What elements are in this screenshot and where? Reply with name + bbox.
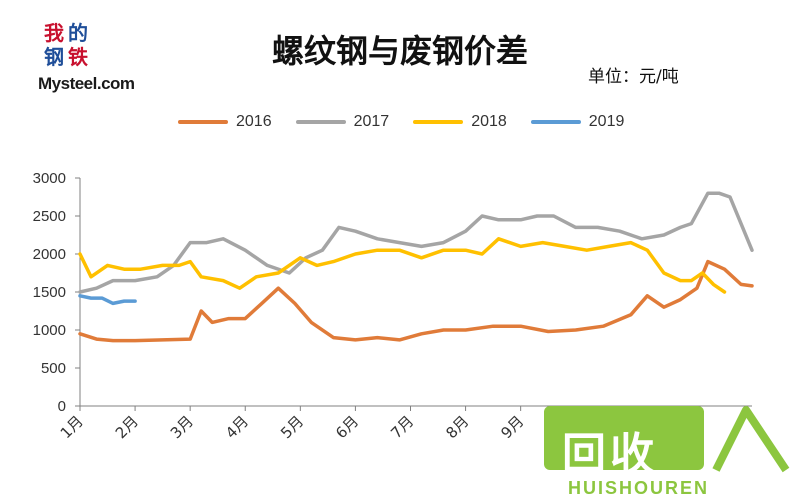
legend-item-2017: 2017 (295, 113, 390, 131)
legend-label: 2017 (353, 113, 390, 130)
y-tick-label: 2500 (33, 208, 66, 225)
unit-label: 单位：元/吨 (588, 67, 679, 87)
legend-label: 2019 (588, 113, 625, 130)
series-line-2019 (78, 294, 137, 306)
legend-swatch (178, 120, 228, 124)
logo-chinese-characters: 我 的 钢 铁 (44, 22, 100, 70)
x-tick-label: 6月 (332, 412, 362, 442)
y-tick-label: 500 (41, 360, 66, 377)
logo-char: 我 (44, 21, 64, 45)
x-tick-label: 8月 (442, 412, 472, 442)
huishouren-watermark: 回收 HUISHOUREN (538, 400, 800, 500)
watermark-text: 回收 (562, 429, 658, 480)
x-tick-label: 2月 (112, 412, 142, 442)
watermark-badge: 回收 (544, 406, 704, 480)
legend-label: 2018 (471, 113, 507, 130)
x-tick-label: 5月 (277, 412, 307, 442)
legend-swatch (295, 120, 346, 124)
watermark-leaf-icon (712, 406, 790, 473)
legend-item-2019: 2019 (530, 113, 625, 131)
logo-site-name: Mysteel.com (38, 74, 135, 93)
y-tick-label: 2000 (33, 246, 66, 263)
legend-label: 2016 (236, 113, 272, 130)
x-tick-label: 1月 (57, 412, 87, 442)
y-tick-label: 1000 (33, 322, 66, 339)
chart-title: 螺纹钢与废钢价差 (271, 32, 528, 70)
watermark-en-text: HUISHOUREN (568, 478, 710, 498)
series-line-2016 (78, 259, 754, 343)
mysteel-logo: 我 的 钢 铁 Mysteel.com (38, 22, 148, 102)
series-line-2018 (78, 237, 727, 294)
y-tick-label: 1500 (33, 284, 66, 301)
logo-char: 的 (68, 21, 88, 45)
logo-char: 铁 (68, 45, 88, 69)
legend-item-2016: 2016 (178, 113, 272, 131)
series-line-2017 (78, 191, 754, 294)
x-tick-label: 7月 (387, 412, 417, 442)
y-tick-label: 0 (58, 398, 66, 415)
legend-item-2018: 2018 (413, 113, 507, 131)
logo-char: 钢 (44, 45, 64, 69)
x-tick-label: 3月 (167, 412, 197, 442)
x-tick-label: 4月 (222, 412, 252, 442)
legend-swatch (530, 120, 581, 124)
x-tick-label: 9月 (497, 412, 527, 442)
legend-swatch (413, 120, 464, 124)
y-tick-label: 3000 (33, 170, 66, 187)
chart-legend: 2016 2017 2018 2019 (178, 113, 624, 131)
